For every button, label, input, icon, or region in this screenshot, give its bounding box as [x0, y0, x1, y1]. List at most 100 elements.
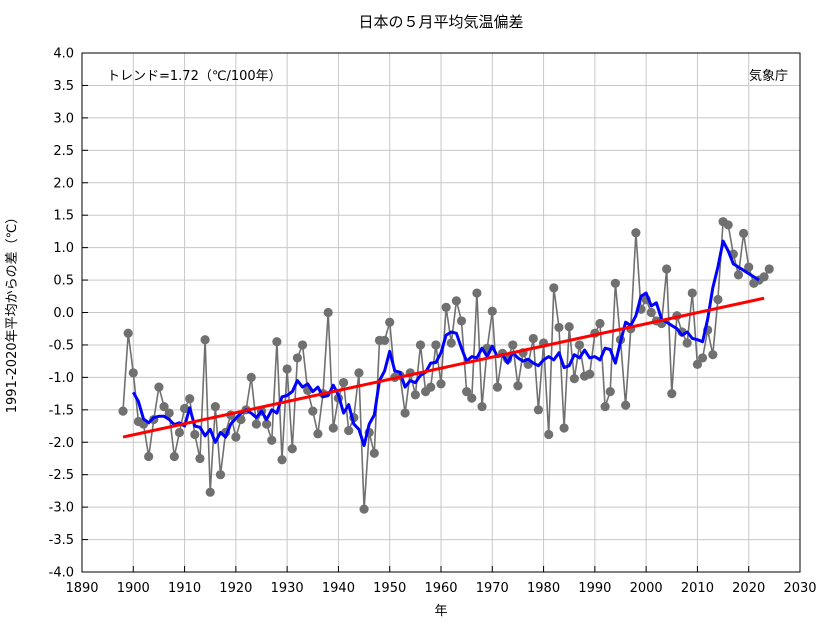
annual-point: [338, 377, 349, 388]
annual-point: [595, 318, 605, 329]
annual-point: [344, 425, 354, 436]
annual-point: [631, 228, 641, 238]
annual-point: [292, 353, 302, 363]
annual-point: [744, 262, 754, 272]
y-tick-labels: -4.0 -3.5 -3.0 -2.5 -2.0 -1.5 -1.0 -0.5 0.0 0.5 1.…: [49, 47, 74, 581]
y-tick-label: 3.5: [53, 79, 74, 94]
y-tick-label: 1.5: [53, 209, 74, 224]
x-tick-label: 1920: [219, 581, 252, 596]
chart-title: 日本の５月平均気温偏差: [358, 13, 523, 31]
annual-point: [379, 335, 390, 345]
x-tick-label: 2030: [783, 581, 816, 596]
y-tick-label: -4.0: [49, 566, 74, 581]
y-tick-label: -1.5: [49, 403, 74, 418]
annual-point: [441, 302, 451, 312]
annual-point: [605, 387, 615, 397]
annual-point: [759, 272, 769, 282]
annual-point: [123, 328, 133, 338]
annual-point: [144, 451, 154, 462]
x-tick-label: 2000: [630, 581, 663, 596]
annual-point: [308, 406, 318, 416]
y-axis-title: 1991-2020年平均からの差（℃）: [5, 211, 20, 413]
x-tick-label: 1960: [424, 581, 457, 596]
annual-point: [195, 453, 205, 464]
x-tick-label: 1900: [117, 581, 150, 596]
annual-point: [185, 394, 195, 404]
x-tick-label: 2010: [681, 581, 714, 596]
annual-point: [190, 429, 200, 440]
annual-point: [426, 382, 436, 392]
annual-point: [687, 288, 697, 298]
annual-point: [456, 316, 467, 326]
annual-line: [122, 220, 770, 510]
annual-point: [436, 379, 446, 389]
annual-point: [128, 368, 138, 378]
y-tick-label: 2.0: [53, 176, 74, 191]
annual-point: [559, 423, 569, 433]
annual-point: [246, 372, 256, 382]
annual-point: [272, 337, 282, 347]
annual-point: [600, 401, 610, 412]
annual-point: [487, 306, 497, 316]
y-tick-label: 4.0: [53, 47, 74, 62]
annual-point: [462, 387, 472, 397]
y-tick-label: 1.0: [53, 241, 74, 256]
annual-point: [179, 403, 190, 414]
annual-point: [733, 270, 744, 280]
annual-point: [174, 427, 185, 438]
y-tick-label: -0.5: [49, 338, 74, 353]
annual-point: [328, 423, 338, 433]
x-tick-label: 2020: [732, 581, 765, 596]
annual-point: [662, 264, 672, 274]
x-tick-label: 1940: [322, 581, 355, 596]
annual-point: [385, 317, 395, 327]
annual-point: [646, 307, 656, 318]
annual-point: [231, 432, 241, 442]
x-tick-label: 1980: [527, 581, 560, 596]
y-tick-label: -3.0: [49, 501, 74, 516]
trend-series: [122, 296, 765, 439]
annual-point: [159, 401, 169, 412]
running-mean-line: [131, 239, 760, 447]
annual-point: [764, 264, 774, 274]
annual-point: [610, 278, 620, 288]
annual-point: [354, 368, 364, 378]
annual-point: [277, 455, 287, 465]
annual-point: [451, 296, 461, 306]
y-tick-label: 3.0: [53, 111, 74, 126]
annual-point: [313, 429, 323, 439]
annual-point: [415, 340, 426, 350]
annual-point: [621, 400, 631, 410]
plot-frame: [81, 52, 801, 573]
annual-point: [251, 419, 261, 429]
annual-point: [154, 382, 164, 392]
annual-point: [569, 374, 579, 384]
y-tick-label: 2.5: [53, 144, 74, 159]
annual-point: [492, 382, 503, 392]
annual-point: [431, 340, 441, 350]
annual-point: [210, 401, 220, 412]
y-tick-label: -3.5: [49, 533, 74, 548]
annual-point: [713, 294, 723, 305]
annual-point: [267, 435, 277, 445]
source-label: 気象庁: [749, 68, 788, 84]
annual-point: [574, 340, 585, 350]
annual-point: [359, 504, 369, 514]
y-tick-label: -1.0: [49, 371, 74, 386]
annual-point: [544, 429, 554, 440]
annual-point: [554, 322, 564, 333]
x-tick-label: 1970: [476, 581, 509, 596]
x-tick-label: 1930: [271, 581, 304, 596]
annual-point: [472, 288, 482, 298]
annual-point: [200, 335, 210, 345]
annual-point: [287, 444, 297, 454]
annual-point: [164, 408, 174, 418]
annual-series: [118, 217, 774, 514]
annual-point: [410, 390, 420, 400]
annual-point: [585, 369, 595, 379]
annual-point: [282, 364, 292, 374]
annual-point: [262, 419, 272, 429]
annual-point: [205, 487, 215, 497]
trend-annotation: トレンド=1.72（℃/100年）: [107, 69, 282, 84]
